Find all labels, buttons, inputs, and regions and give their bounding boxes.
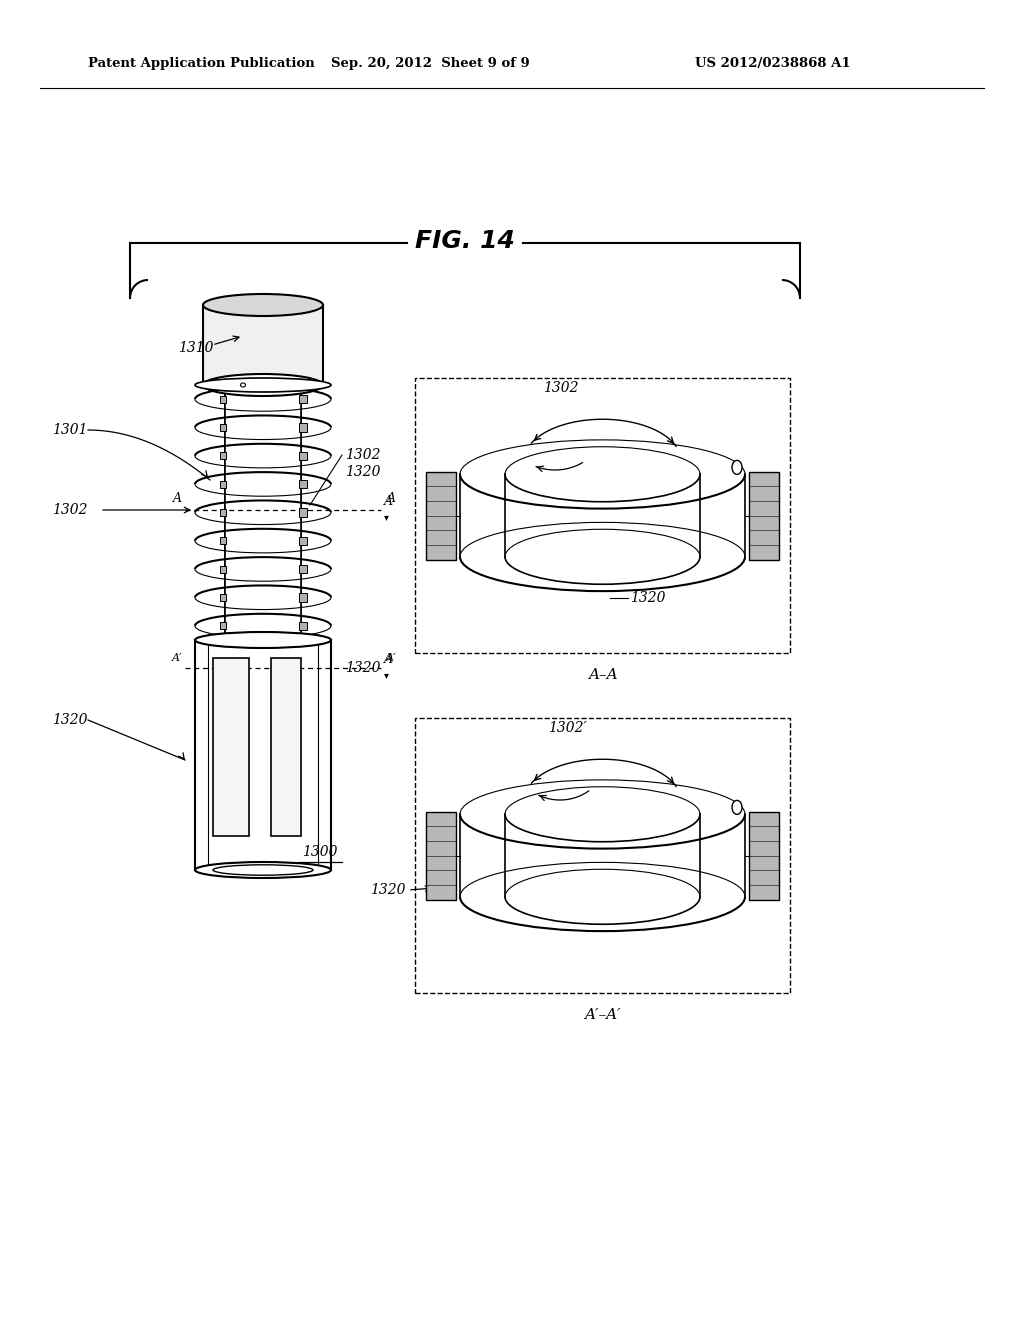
Bar [220, 424, 226, 430]
Text: Patent Application Publication: Patent Application Publication [88, 57, 314, 70]
Text: A–A: A–A [588, 668, 617, 682]
Ellipse shape [213, 865, 313, 875]
Bar [195, 640, 331, 870]
Bar [299, 565, 307, 573]
Bar [299, 395, 307, 404]
Text: 1320: 1320 [370, 883, 406, 898]
Bar [225, 385, 301, 640]
Bar [220, 510, 226, 516]
Bar [299, 480, 307, 488]
Text: 1320: 1320 [52, 713, 88, 727]
Ellipse shape [221, 379, 305, 392]
Ellipse shape [203, 374, 323, 396]
Bar [299, 622, 307, 630]
Bar [299, 508, 307, 516]
Bar [220, 537, 226, 544]
Text: FIG. 14: FIG. 14 [415, 228, 515, 253]
Text: ▾: ▾ [384, 671, 389, 680]
Bar [271, 659, 301, 836]
Bar [749, 812, 778, 899]
Bar [213, 659, 249, 836]
Text: 1302: 1302 [52, 503, 88, 517]
Bar [299, 593, 307, 602]
Text: 1302′: 1302′ [548, 721, 587, 735]
Ellipse shape [732, 461, 742, 474]
Text: 1310: 1310 [178, 341, 213, 355]
Bar [415, 718, 790, 993]
Text: US 2012/0238868 A1: US 2012/0238868 A1 [695, 57, 851, 70]
Bar [426, 471, 457, 560]
Bar [220, 396, 226, 403]
Text: 1301: 1301 [52, 422, 88, 437]
Bar [220, 480, 226, 487]
Text: ▾: ▾ [384, 512, 389, 521]
Bar [220, 623, 226, 630]
Ellipse shape [195, 632, 331, 648]
Text: A: A [172, 492, 181, 506]
Ellipse shape [732, 800, 742, 814]
Ellipse shape [241, 383, 246, 387]
Text: A′: A′ [386, 653, 396, 663]
Text: 1300: 1300 [302, 845, 338, 859]
Bar [299, 424, 307, 432]
Text: 1320: 1320 [345, 465, 381, 479]
Bar [203, 305, 323, 385]
Text: A′: A′ [172, 653, 182, 663]
Text: 1302: 1302 [543, 381, 579, 395]
Bar [299, 537, 307, 545]
Bar [220, 594, 226, 601]
Text: 1302: 1302 [345, 447, 381, 462]
Bar [220, 453, 226, 459]
Text: 1320: 1320 [630, 591, 666, 605]
Text: 1320: 1320 [345, 661, 381, 675]
Text: A: A [386, 492, 395, 506]
Bar [299, 451, 307, 461]
Ellipse shape [225, 380, 301, 389]
Bar [426, 812, 457, 899]
Ellipse shape [203, 294, 323, 315]
Bar [415, 378, 790, 653]
Ellipse shape [195, 862, 331, 878]
Text: A: A [384, 495, 393, 508]
Text: A′–A′: A′–A′ [584, 1008, 621, 1022]
Ellipse shape [195, 378, 331, 392]
Bar [220, 566, 226, 573]
Text: A: A [384, 653, 393, 667]
Bar [749, 471, 778, 560]
Text: Sep. 20, 2012  Sheet 9 of 9: Sep. 20, 2012 Sheet 9 of 9 [331, 57, 529, 70]
